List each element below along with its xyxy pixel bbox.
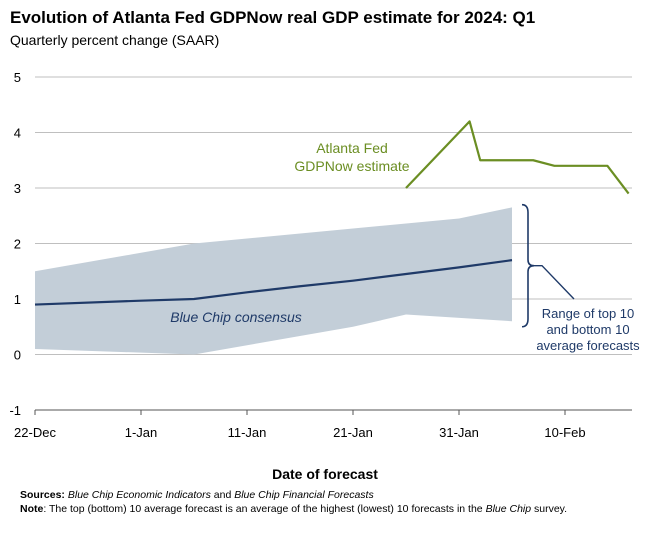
gdpnow-label-line2: GDPNow estimate: [294, 158, 409, 174]
chart-canvas: -1 0 1 2 3 4 5 22-Dec 1-Jan 11-Jan 21-Jan 31-Jan 10-…: [9, 70, 640, 440]
note-line: Note: The top (bottom) 10 average foreca…: [20, 502, 640, 516]
range-label-line1: Range of top 10: [542, 306, 635, 321]
sources-label: Sources:: [20, 489, 65, 501]
gdpnow-label-line1: Atlanta Fed: [316, 140, 388, 156]
y-tick-label: 0: [14, 348, 21, 363]
x-tick-label: 22-Dec: [14, 425, 56, 440]
note-bluechip: Blue Chip: [485, 503, 532, 515]
y-tick-label: 2: [14, 237, 21, 252]
y-tick-label: 5: [14, 70, 21, 85]
consensus-label: Blue Chip consensus: [170, 309, 302, 325]
consensus-series-line: [34, 259, 513, 306]
y-tick-label: 1: [14, 292, 21, 307]
range-label-line2: and bottom 10: [546, 322, 629, 337]
x-tick-label: 21-Jan: [333, 425, 373, 440]
range-label-line3: average forecasts: [536, 338, 640, 353]
range-brace: [521, 203, 535, 328]
range-band: [35, 207, 512, 355]
y-tick-label: 4: [14, 126, 21, 141]
chart-notes: Sources: Blue Chip Economic Indicators a…: [20, 488, 640, 516]
note-text-2: survey.: [531, 503, 568, 515]
y-tick-label: 3: [14, 181, 21, 196]
x-axis-title: Date of forecast: [272, 466, 378, 482]
chart-subtitle: Quarterly percent change (SAAR): [10, 32, 220, 48]
chart-title: Evolution of Atlanta Fed GDPNow real GDP…: [10, 8, 536, 27]
range-leader-line: [534, 265, 575, 300]
x-tick-label: 10-Feb: [544, 425, 585, 440]
source-2: Blue Chip Financial Forecasts: [234, 489, 374, 501]
sources-and: and: [210, 489, 235, 501]
note-label: Note: [20, 503, 44, 515]
x-tick-label: 31-Jan: [439, 425, 479, 440]
x-tick-label: 11-Jan: [228, 425, 267, 440]
x-tick-label: 1-Jan: [125, 425, 158, 440]
gdpnow-series-line: [405, 120, 630, 195]
y-tick-label: -1: [9, 403, 21, 418]
sources-line: Sources: Blue Chip Economic Indicators a…: [20, 488, 640, 502]
source-1: Blue Chip Economic Indicators: [67, 489, 211, 501]
note-text-1: : The top (bottom) 10 average forecast i…: [43, 503, 486, 515]
